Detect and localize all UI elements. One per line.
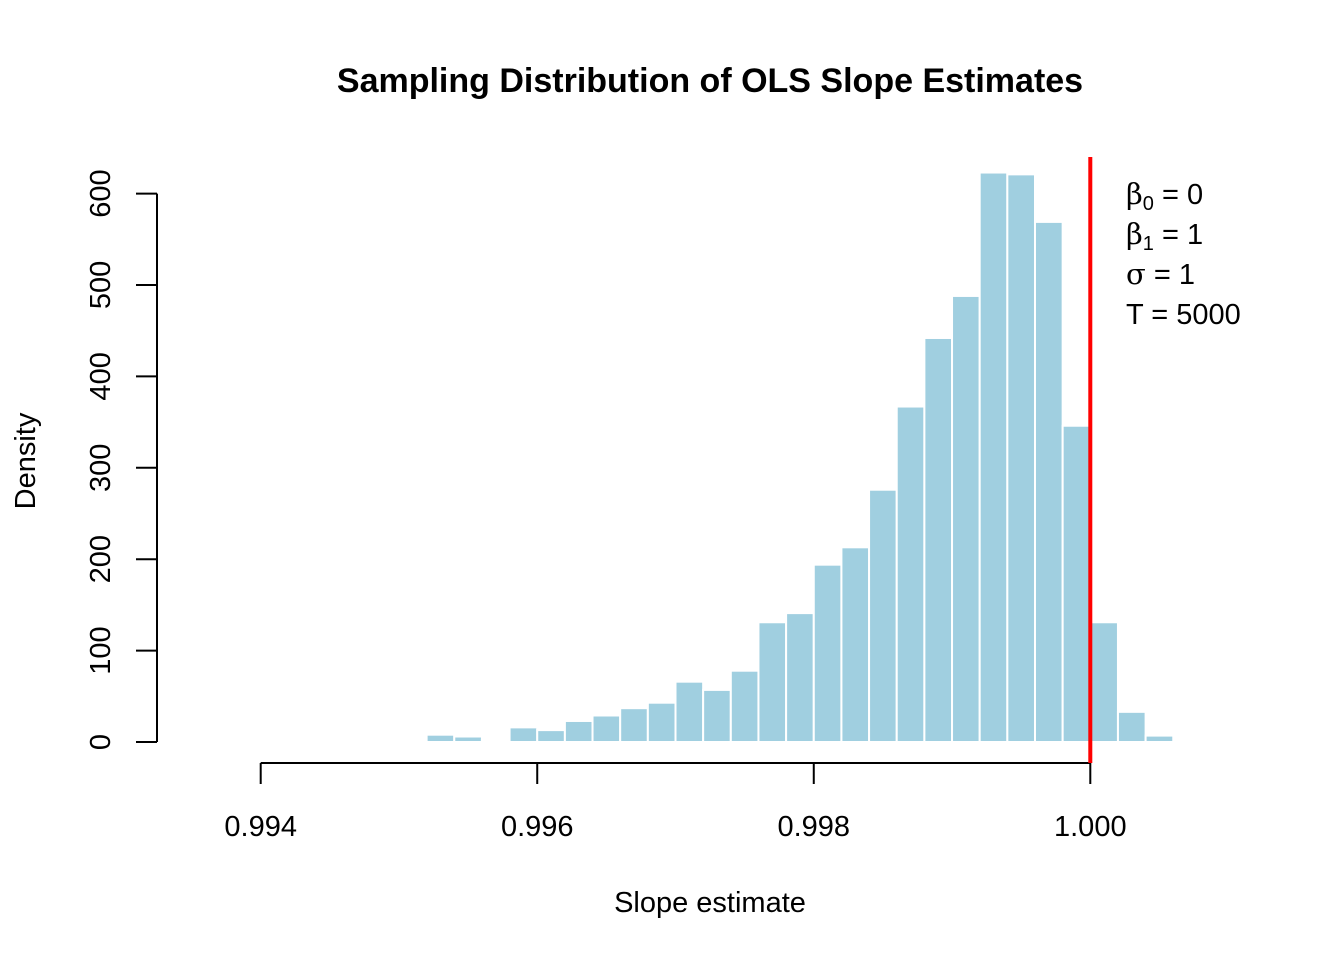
y-axis-label: Density: [10, 412, 42, 509]
chart-title: Sampling Distribution of OLS Slope Estim…: [337, 62, 1083, 100]
histogram-bar: [923, 336, 954, 743]
x-axis-label: Slope estimate: [614, 887, 806, 919]
histogram-bars: [370, 171, 1175, 743]
histogram-bar: [702, 688, 732, 743]
histogram-bar: [951, 294, 981, 743]
histogram-bar: [1061, 424, 1092, 743]
histogram-bar: [674, 680, 705, 743]
histogram-bar: [563, 719, 594, 743]
legend-entry: β1 = 1: [1126, 217, 1203, 255]
legend-entry: σ = 1: [1126, 257, 1195, 291]
x-tick-label: 0.996: [501, 811, 574, 843]
y-tick-label: 300: [85, 444, 117, 492]
y-tick-label: 600: [85, 169, 117, 217]
histogram-bar: [453, 735, 483, 743]
histogram-bar: [536, 729, 566, 743]
histogram-bar: [591, 714, 622, 743]
histogram-bar: [508, 726, 539, 743]
y-tick-label: 100: [85, 626, 117, 674]
y-tick-label: 400: [85, 352, 117, 400]
y-tick-label: 200: [85, 535, 117, 583]
y-tick-label: 500: [85, 261, 117, 309]
histogram-bar: [978, 171, 1009, 743]
x-tick-label: 0.998: [777, 811, 850, 843]
x-tick-label: 1.000: [1054, 811, 1127, 843]
histogram-bar: [1089, 621, 1119, 743]
histogram-bar: [1006, 173, 1036, 743]
histogram-bar: [868, 488, 898, 743]
histogram-bar: [785, 612, 815, 743]
parameter-legend: β0 = 0β1 = 1σ = 1 T = 5000: [1126, 177, 1241, 331]
histogram-bar: [1144, 734, 1175, 743]
legend-entry: β0 = 0: [1126, 177, 1203, 215]
histogram-bar: [1116, 710, 1147, 743]
y-tick-label: 0: [85, 734, 117, 750]
x-tick-label: 0.994: [224, 811, 297, 843]
legend-entry: T = 5000: [1126, 299, 1241, 331]
y-axis: 0 100 200 300 400 500 600: [85, 169, 158, 750]
histogram-bar: [646, 701, 677, 743]
x-axis: 0.994 0.996 0.998 1.000: [224, 762, 1127, 843]
histogram-bar: [729, 669, 760, 743]
histogram-bar: [370, 739, 400, 743]
histogram-bar: [619, 707, 649, 743]
histogram-bar: [812, 563, 843, 743]
histogram-bar: [1033, 220, 1064, 743]
histogram-bar: [757, 621, 788, 743]
histogram-bar: [895, 405, 926, 743]
histogram-bar: [480, 739, 511, 743]
histogram-bar: [840, 546, 871, 743]
histogram-bar: [425, 733, 456, 743]
